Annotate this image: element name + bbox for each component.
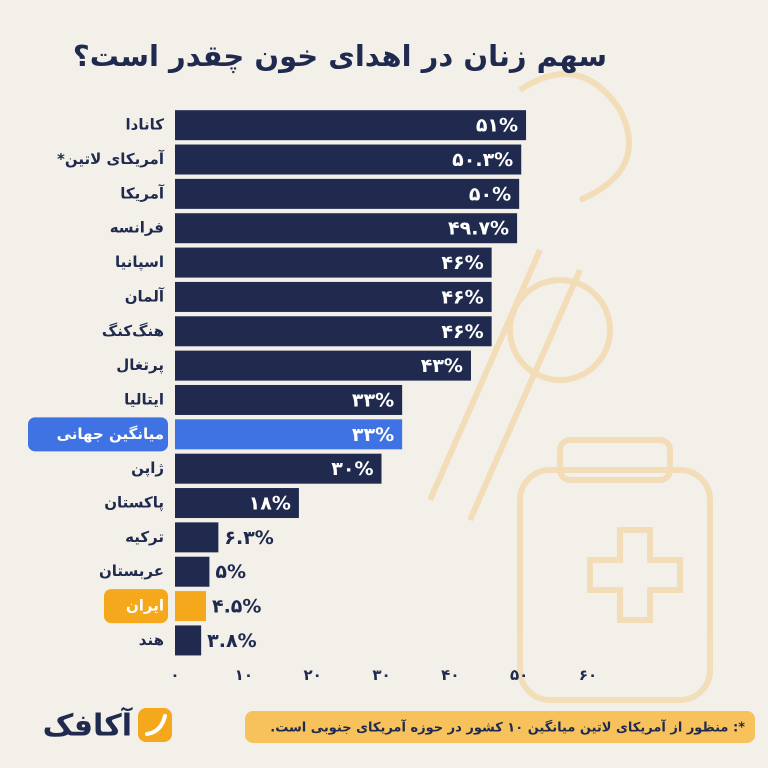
y-tick-label: ژاپن [131,459,164,478]
value-label: ۴۶% [441,321,483,343]
logo-glyph [145,714,167,736]
bar [175,384,403,415]
y-tick-label: هنگ‌کنگ [102,322,164,340]
bar [175,281,492,312]
logo: آکافک [43,707,172,744]
y-tick-label: آلمان [125,287,165,305]
bar [175,316,492,347]
y-tick-label: ایتالیا [124,390,164,408]
bar [175,591,206,622]
bar [175,522,219,553]
value-label: ۱۸% [249,493,291,515]
y-tick-label: آمریکا [120,184,165,202]
bar [175,625,202,656]
y-tick-label: عربستان [99,562,164,580]
x-tick-label: ۵۰ [510,666,528,684]
y-tick-label: آمریکای لاتین* [57,150,165,168]
footnote: *: منظور از آمریکای لاتین میانگین ۱۰ کشو… [270,719,745,736]
category-highlight [104,589,168,624]
logo-text: آکافک [43,707,133,744]
logo-icon [138,708,172,742]
footnote-box [245,711,755,743]
x-tick-label: ۱۰ [235,666,253,684]
value-label: ۴۶% [441,252,483,274]
bar [175,178,520,209]
y-tick-label: پرتغال [116,356,164,375]
bar [175,556,210,587]
x-tick-label: ۰ [170,666,179,684]
y-tick-label: اسپانیا [115,253,164,272]
x-tick-label: ۶۰ [579,666,597,684]
bar [175,350,471,381]
y-tick-label: فرانسه [110,219,164,237]
value-label: ۶.۳% [224,527,273,549]
value-label: ۵۰.۳% [452,149,513,171]
bar [175,247,492,278]
background-decoration [427,71,713,703]
bar [175,453,382,484]
value-label: ۳۰% [331,458,373,480]
x-tick-label: ۲۰ [304,666,322,684]
chart-title: سهم زنان در اهدای خون چقدر است؟ [73,39,607,74]
y-tick-label: میانگین جهانی [57,425,164,443]
y-tick-label: ایران [126,597,164,615]
bar [175,110,527,141]
value-label: ۵۱% [476,115,518,137]
value-label: ۴۳% [421,355,463,377]
value-label: ۵% [215,561,246,583]
bar [175,419,403,450]
plot: ۰ ۱۰ ۲۰ ۳۰ ۴۰ ۵۰ ۶۰ کانادا ۵۱% آمریکای لاتین* ۵۰.۳… [28,110,597,684]
y-tick-label: ترکیه [125,528,164,546]
value-label: ۵۰% [469,183,511,205]
bar [175,488,299,519]
bar [175,144,522,175]
value-label: ۳۳% [352,424,394,446]
y-tick-label: پاکستان [104,494,164,513]
y-tick-label: کانادا [126,116,165,134]
value-label: ۳.۸% [207,630,256,652]
category-highlight [28,417,168,452]
x-tick-label: ۳۰ [372,666,390,684]
x-tick-label: ۴۰ [441,666,459,684]
value-label: ۴۹.۷% [448,218,509,240]
value-label: ۴.۵% [212,596,261,618]
y-tick-label: هند [139,631,164,649]
value-label: ۳۳% [352,389,394,411]
bar [175,213,518,244]
value-label: ۴۶% [441,286,483,308]
